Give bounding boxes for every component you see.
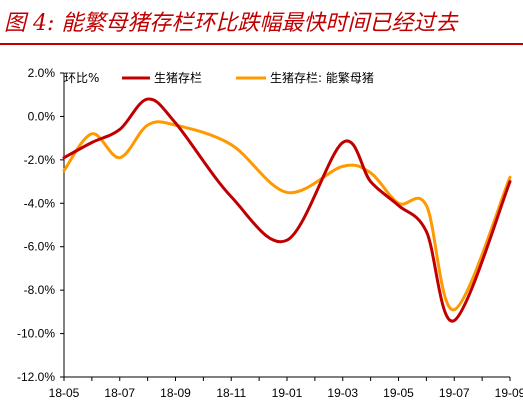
legend-item-breeding-sows-label: 生猪存栏: 能繁母猪 (270, 70, 374, 85)
x-tick-label: 19-03 (327, 386, 358, 400)
x-tick-label: 18-11 (216, 386, 246, 400)
y-tick-label: -10.0% (17, 327, 55, 341)
series-line-breeding-sows (62, 120, 512, 312)
y-tick-label: -8.0% (24, 283, 56, 297)
y-tick-label: 0.0% (28, 109, 56, 123)
x-tick-label: 18-09 (160, 386, 191, 400)
chart-title: 图 4: 能繁母猪存栏环比跌幅最快时间已经过去 (4, 11, 459, 36)
x-tick-label: 18-05 (49, 386, 80, 400)
x-tick-label: 19-07 (439, 386, 470, 400)
x-tick-label: 18-07 (104, 386, 135, 400)
series-lines (62, 97, 512, 323)
legend-item-live-hogs-label: 生猪存栏 (154, 70, 202, 85)
x-tick-label: 19-09 (495, 386, 523, 400)
axes (60, 72, 511, 381)
x-tick-label: 19-05 (383, 386, 414, 400)
y-tick-label: -6.0% (24, 240, 56, 254)
tick-labels: 2.0% 0.0% -2.0% -4.0% -6.0% -8.0% -10.0% -12.0%… (17, 66, 523, 400)
legend: 生猪存栏 生猪存栏: 能繁母猪 (122, 70, 374, 85)
y-tick-label: -12.0% (17, 370, 55, 384)
y-tick-label: -2.0% (24, 153, 56, 167)
x-tick-label: 19-01 (272, 386, 303, 400)
y-tick-label: 2.0% (28, 66, 56, 80)
y-axis-unit-label: 环比% (64, 71, 99, 85)
y-tick-label: -4.0% (24, 196, 56, 210)
series-line-live-hogs (62, 97, 512, 323)
